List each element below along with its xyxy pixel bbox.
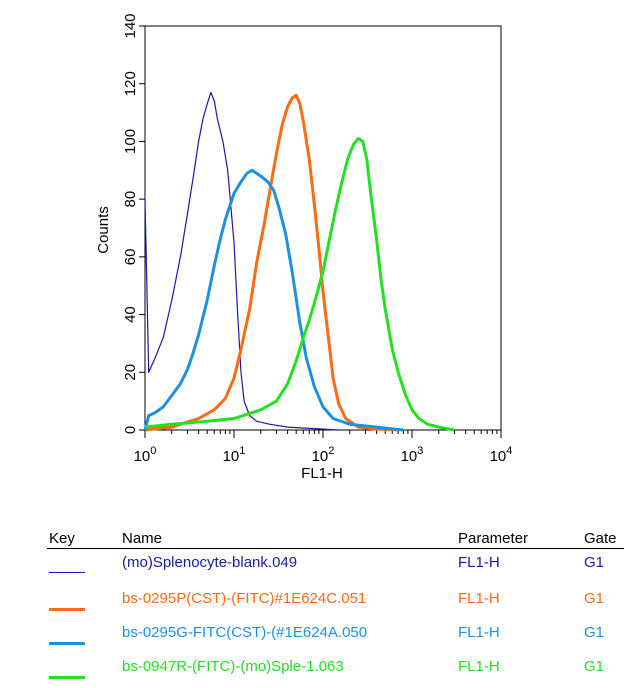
y-axis-label: Counts: [95, 206, 112, 254]
y-tick-label: 80: [122, 191, 139, 208]
legend-row: (mo)Splenocyte-blank.049 FL1-H G1: [0, 554, 624, 584]
legend-name: (mo)Splenocyte-blank.049: [122, 554, 298, 571]
legend-header-parameter: Parameter: [458, 530, 529, 547]
legend-divider: [47, 548, 624, 549]
legend-key-line: [49, 572, 85, 573]
legend-gate: G1: [584, 658, 605, 675]
series-line: [144, 93, 399, 432]
x-axis-ticks: 100 101 102 103 104: [134, 430, 513, 465]
series-layer: [143, 91, 455, 432]
plot-frame: [144, 25, 502, 431]
x-axis-label: FL1-H: [301, 465, 343, 482]
legend-row: bs-0947R-(FITC)-(mo)Sple-1.063 FL1-H G1: [0, 658, 624, 688]
y-tick-label: 120: [122, 71, 139, 96]
x-tick-label: 103: [401, 445, 424, 465]
y-tick-label: 100: [122, 129, 139, 154]
legend-name: bs-0947R-(FITC)-(mo)Sple-1.063: [122, 658, 344, 675]
series-line: [144, 91, 339, 431]
legend-table: Key Name Parameter Gate (mo)Splenocyte-b…: [0, 526, 624, 686]
legend-parameter: FL1-H: [458, 624, 500, 641]
legend-header-name: Name: [122, 530, 163, 547]
y-tick-label: 20: [122, 364, 139, 381]
legend-name: bs-0295G-FITC(CST)-(#1E624A.050: [122, 624, 368, 641]
legend-gate: G1: [584, 590, 605, 607]
legend-row: bs-0295G-FITC(CST)-(#1E624A.050 FL1-H G1: [0, 624, 624, 654]
legend-key-line: [49, 608, 85, 611]
y-tick-label: 0: [122, 426, 139, 434]
y-tick-label: 60: [122, 249, 139, 266]
legend-key-line: [49, 642, 85, 645]
legend-parameter: FL1-H: [458, 658, 500, 675]
y-axis-ticks: 0 20 40 60 80 100 120 140: [122, 13, 145, 434]
x-tick-label: 104: [490, 445, 513, 465]
histogram-chart: 0 20 40 60 80 100 120 140 100 101 102 103 104 Count…: [95, 13, 513, 482]
x-tick-label: 101: [223, 445, 246, 465]
x-tick-label: 100: [134, 445, 157, 465]
series-line: [143, 168, 404, 432]
legend-key-line: [49, 676, 85, 679]
y-tick-label: 140: [122, 13, 139, 38]
legend-parameter: FL1-H: [458, 590, 500, 607]
legend-header: Key Name Parameter Gate: [0, 530, 624, 548]
legend-parameter: FL1-H: [458, 554, 500, 571]
legend-gate: G1: [584, 624, 605, 641]
series-line: [144, 137, 455, 432]
x-tick-label: 102: [312, 445, 335, 465]
y-tick-label: 40: [122, 306, 139, 323]
legend-header-gate: Gate: [584, 530, 617, 547]
legend-gate: G1: [584, 554, 605, 571]
legend-row: bs-0295P(CST)-(FITC)#1E624C.051 FL1-H G1: [0, 590, 624, 620]
legend-header-key: Key: [49, 530, 75, 547]
legend-name: bs-0295P(CST)-(FITC)#1E624C.051: [122, 590, 367, 607]
